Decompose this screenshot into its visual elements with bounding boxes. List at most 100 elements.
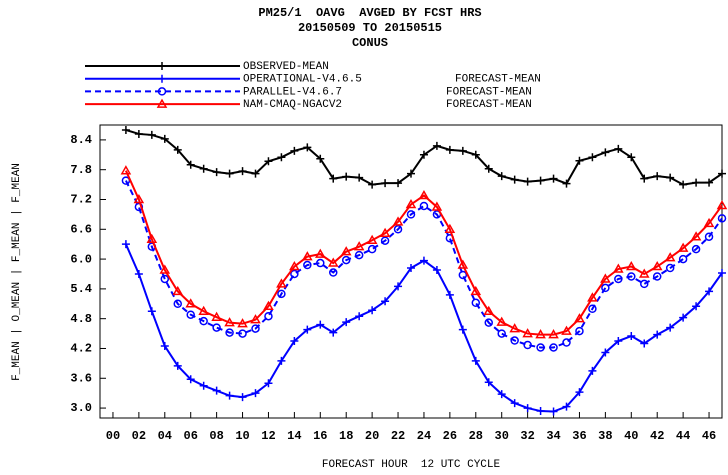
marker xyxy=(120,165,132,175)
marker xyxy=(277,289,286,299)
marker xyxy=(483,305,495,315)
marker xyxy=(290,337,299,346)
marker xyxy=(536,343,545,352)
marker xyxy=(717,214,727,223)
marker xyxy=(316,258,325,268)
marker xyxy=(314,248,326,258)
x-tick-label: 18 xyxy=(339,429,353,443)
x-tick-label: 34 xyxy=(546,429,560,443)
marker xyxy=(536,407,545,416)
marker xyxy=(601,148,610,157)
marker xyxy=(186,310,195,319)
x-tick-label: 28 xyxy=(469,429,483,443)
marker xyxy=(600,273,611,283)
marker xyxy=(276,278,287,288)
marker xyxy=(405,198,417,209)
marker xyxy=(394,179,403,188)
marker xyxy=(587,292,598,302)
y-tick-label: 5.4 xyxy=(70,282,92,296)
marker xyxy=(432,141,441,150)
marker xyxy=(147,130,156,139)
marker xyxy=(601,348,610,357)
marker xyxy=(638,268,650,278)
marker xyxy=(342,318,351,327)
marker xyxy=(549,174,558,183)
marker xyxy=(678,254,688,264)
y-tick-label: 6.0 xyxy=(70,252,92,266)
marker xyxy=(705,287,714,296)
marker xyxy=(419,256,428,265)
marker xyxy=(522,328,533,338)
marker xyxy=(679,180,688,189)
marker xyxy=(458,146,467,155)
marker xyxy=(406,210,416,219)
marker xyxy=(156,98,168,108)
marker xyxy=(158,62,166,70)
marker xyxy=(523,177,532,186)
y-axis-label: F_MEAN | O_MEAN | F_MEAN | F_MEAN xyxy=(11,163,23,381)
marker xyxy=(186,160,195,169)
legend-note: FORECAST-MEAN xyxy=(446,99,532,111)
marker xyxy=(548,329,559,339)
marker xyxy=(640,174,649,183)
marker xyxy=(303,143,312,152)
marker xyxy=(716,199,728,210)
marker xyxy=(121,240,130,249)
marker xyxy=(497,172,506,181)
marker xyxy=(484,164,493,173)
marker xyxy=(172,285,184,296)
marker xyxy=(264,379,273,388)
marker xyxy=(575,156,584,165)
marker xyxy=(199,381,208,390)
marker xyxy=(134,269,143,278)
marker xyxy=(251,169,260,178)
legend-note: FORECAST-MEAN xyxy=(455,74,541,86)
marker xyxy=(692,178,701,187)
marker xyxy=(432,266,441,275)
legend-label: OBSERVED-MEAN xyxy=(243,61,329,73)
marker xyxy=(523,340,532,350)
marker xyxy=(510,175,519,184)
marker xyxy=(134,129,143,138)
marker xyxy=(718,268,726,277)
marker xyxy=(316,154,325,163)
marker xyxy=(160,274,170,284)
marker xyxy=(355,173,364,182)
marker xyxy=(238,329,247,338)
marker xyxy=(316,320,325,329)
marker xyxy=(497,329,506,338)
x-tick-label: 06 xyxy=(184,429,198,443)
x-tick-label: 08 xyxy=(209,429,223,443)
marker xyxy=(251,389,260,398)
marker xyxy=(121,125,130,134)
marker xyxy=(211,311,222,321)
marker xyxy=(444,223,456,234)
marker xyxy=(627,153,636,162)
y-tick-label: 6.6 xyxy=(70,222,92,236)
marker xyxy=(212,323,221,332)
marker xyxy=(250,314,261,324)
marker xyxy=(484,378,493,387)
marker xyxy=(691,244,701,254)
marker xyxy=(160,134,169,143)
marker xyxy=(157,87,167,96)
marker xyxy=(561,325,572,335)
marker xyxy=(381,179,390,188)
marker xyxy=(366,234,378,244)
marker xyxy=(458,270,468,280)
marker xyxy=(640,339,649,348)
marker xyxy=(225,328,234,337)
marker xyxy=(147,307,156,316)
x-tick-label: 24 xyxy=(417,429,431,443)
x-tick-label: 10 xyxy=(235,429,249,443)
marker xyxy=(677,242,689,252)
marker xyxy=(664,252,676,262)
marker xyxy=(549,407,558,416)
marker xyxy=(510,336,519,345)
marker xyxy=(627,332,636,341)
x-tick-label: 00 xyxy=(106,429,120,443)
marker xyxy=(329,328,338,337)
marker xyxy=(471,356,480,365)
x-tick-label: 26 xyxy=(443,429,457,443)
